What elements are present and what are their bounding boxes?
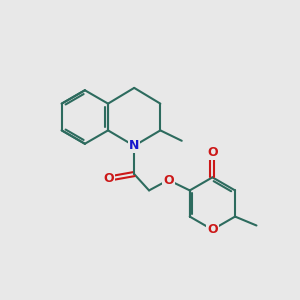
Text: N: N	[129, 139, 140, 152]
Text: O: O	[207, 223, 218, 236]
Text: O: O	[163, 173, 174, 187]
Text: O: O	[103, 172, 114, 185]
Text: O: O	[207, 146, 218, 159]
